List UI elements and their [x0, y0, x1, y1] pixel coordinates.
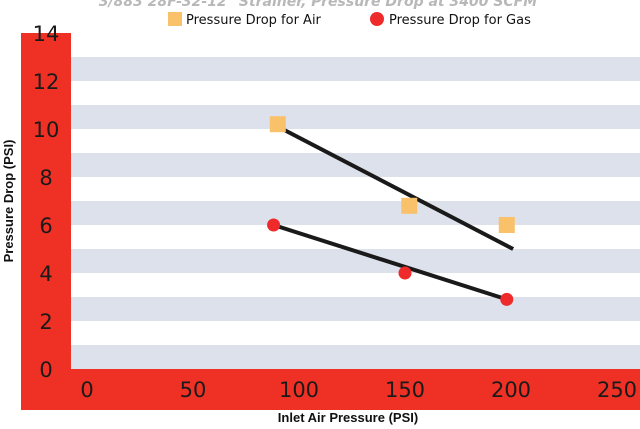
y-tick-label: 2: [39, 310, 52, 334]
x-tick-label: 200: [491, 378, 531, 402]
gas-data-point: [267, 218, 281, 232]
gas-data-point: [398, 266, 412, 280]
axis-frame-left: [21, 33, 71, 410]
x-axis-ticks: 0 50 100 150 200 250: [80, 378, 637, 402]
legend: Pressure Drop for Air Pressure Drop for …: [168, 12, 531, 28]
x-tick-label: 150: [385, 378, 425, 402]
y-tick-label: 8: [39, 166, 52, 190]
gridline-band: [71, 201, 640, 225]
y-tick-label: 12: [33, 70, 60, 94]
x-tick-label: 250: [597, 378, 637, 402]
gridline-band: [71, 57, 640, 81]
chart-title: 3/883 28F-32-12" Strainer, Pressure Drop…: [99, 0, 537, 10]
gridline-bands: [71, 57, 640, 369]
x-axis-title: Inlet Air Pressure (PSI): [278, 410, 418, 425]
air-data-point: [401, 197, 418, 214]
gridline-band: [71, 345, 640, 369]
y-tick-label: 10: [33, 118, 60, 142]
y-tick-label: 4: [39, 262, 52, 286]
gridline-band: [71, 297, 640, 321]
legend-gas-swatch: [370, 12, 384, 26]
y-tick-label: 0: [39, 358, 52, 382]
air-trendline: [276, 124, 515, 251]
data-points: [267, 116, 515, 306]
gas-data-point: [500, 292, 514, 306]
legend-gas-label: Pressure Drop for Gas: [389, 13, 531, 28]
x-tick-label: 50: [180, 378, 207, 402]
legend-air-label: Pressure Drop for Air: [186, 13, 322, 28]
y-tick-label: 14: [33, 22, 60, 46]
trendlines: [272, 124, 515, 302]
x-tick-label: 0: [80, 378, 93, 402]
legend-air-swatch: [168, 12, 182, 26]
gas-trendline: [272, 223, 508, 302]
air-data-point: [269, 116, 286, 133]
y-axis-title: Pressure Drop (PSI): [1, 140, 16, 263]
gridline-band: [71, 105, 640, 129]
y-tick-label: 6: [39, 214, 52, 238]
x-tick-label: 100: [279, 378, 319, 402]
y-axis-ticks: 0 2 4 6 8 10 12 14: [33, 22, 60, 382]
air-data-point: [498, 217, 515, 233]
axis-frame-bottom: [71, 369, 640, 410]
